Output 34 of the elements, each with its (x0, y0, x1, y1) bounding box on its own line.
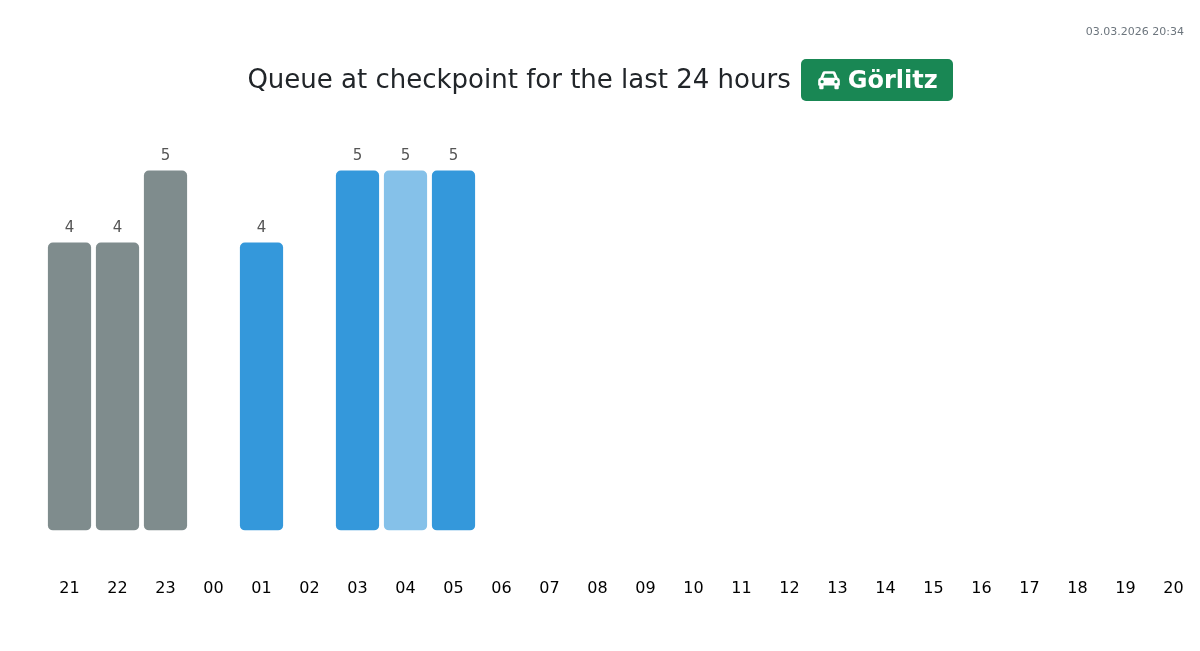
x-tick-label: 17 (1019, 577, 1040, 597)
x-tick-label: 14 (875, 577, 896, 597)
data-label: 5 (448, 145, 459, 164)
x-tick-label: 15 (923, 577, 944, 597)
chart-title: Queue at checkpoint for the last 24 hours (247, 63, 791, 97)
x-tick-label: 18 (1067, 577, 1088, 597)
x-tick-label: 04 (395, 577, 416, 597)
data-label: 4 (112, 217, 123, 236)
x-tick-label: 01 (251, 577, 272, 597)
x-tick-label: 10 (683, 577, 704, 597)
x-tick-label: 21 (59, 577, 80, 597)
x-tick-label: 02 (299, 577, 320, 597)
x-tick-label: 03 (347, 577, 368, 597)
x-tick-label: 08 (587, 577, 608, 597)
x-tick-label: 09 (635, 577, 656, 597)
x-tick-label: 19 (1115, 577, 1136, 597)
data-label: 5 (400, 145, 411, 164)
x-tick-label: 06 (491, 577, 512, 597)
x-tick-label: 00 (203, 577, 224, 597)
chart-subtitle: Görlitz (847, 64, 938, 96)
x-tick-label: 12 (779, 577, 800, 597)
text: 03.03.2026 20:34 (1085, 24, 1184, 40)
x-tick-label: 23 (155, 577, 176, 597)
x-tick-label: 11 (731, 577, 752, 597)
x-tick-label: 16 (971, 577, 992, 597)
data-label: 5 (160, 145, 171, 164)
data-label: 5 (352, 145, 363, 164)
x-tick-label: 05 (443, 577, 464, 597)
x-tick-label: 13 (827, 577, 848, 597)
data-label: 4 (256, 217, 267, 236)
data-label: 4 (64, 217, 75, 236)
x-tick-label: 07 (539, 577, 560, 597)
x-tick-label: 22 (107, 577, 128, 597)
x-tick-label: 20 (1163, 577, 1184, 597)
